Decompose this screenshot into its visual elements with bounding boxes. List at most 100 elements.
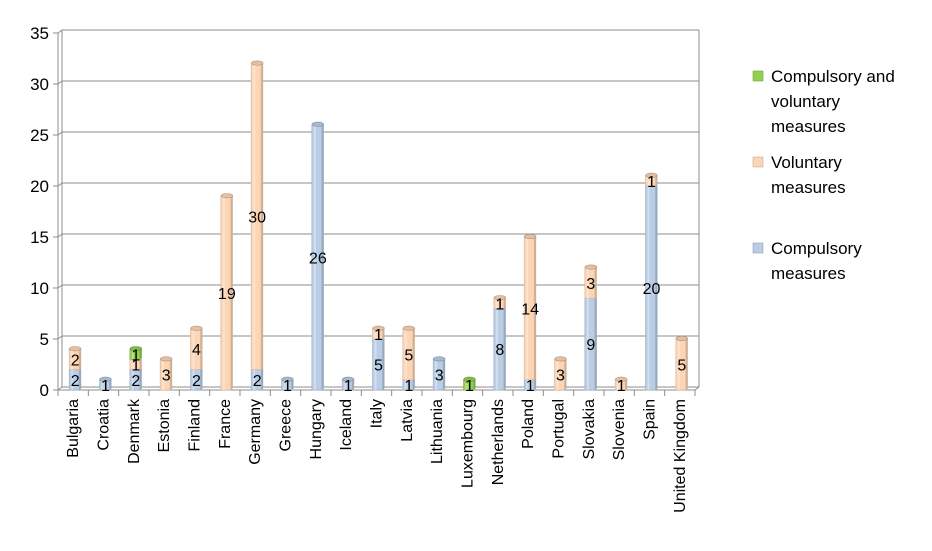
y-tick-label: 0 — [40, 381, 49, 400]
legend-label: measures — [771, 178, 846, 197]
gridline-wall — [57, 29, 63, 34]
data-label: 1 — [526, 378, 535, 395]
bar-highlight — [586, 267, 589, 299]
x-tick-label: Denmark — [126, 398, 143, 464]
bar-segment — [220, 193, 233, 391]
y-tick-label: 5 — [40, 330, 49, 349]
bar-highlight — [101, 379, 104, 390]
bar-highlight — [162, 359, 165, 390]
bar-highlight — [283, 379, 286, 390]
x-tick-label: Spain — [642, 399, 659, 440]
bar-side — [261, 368, 264, 390]
x-tick-label: Croatia — [96, 399, 113, 451]
bar-highlight — [192, 328, 195, 370]
data-label: 2 — [71, 373, 80, 390]
data-label: 1 — [131, 358, 140, 375]
data-label: 20 — [643, 281, 661, 298]
legend-swatch — [752, 70, 764, 82]
bar-cap — [433, 356, 446, 362]
bar-highlight — [495, 298, 498, 309]
bar-cap — [524, 234, 537, 240]
bar-highlight — [617, 379, 620, 390]
bar-side — [655, 184, 658, 390]
x-tick-label: Netherlands — [490, 399, 507, 485]
x-tick-label: Iceland — [338, 399, 355, 451]
legend-item: Compulsory and voluntary measures — [752, 67, 895, 136]
data-label: 9 — [586, 337, 595, 354]
x-tick-label: France — [217, 399, 234, 449]
bar-highlight — [374, 328, 377, 339]
bar-cap — [69, 346, 82, 352]
bar-cap — [99, 376, 112, 382]
bar-segment — [281, 376, 294, 391]
data-label: 19 — [218, 286, 236, 303]
gridline-wall — [57, 182, 63, 187]
bar-highlight — [465, 379, 468, 390]
data-label: 5 — [374, 358, 383, 375]
bar-highlight — [526, 237, 529, 380]
bar-highlight — [526, 379, 529, 390]
bar-side — [139, 368, 142, 390]
bar-segment — [159, 356, 173, 391]
data-label: 26 — [309, 250, 327, 267]
legend-item: Voluntary measures — [752, 153, 846, 197]
bar-side — [79, 347, 82, 370]
bar-segment — [675, 335, 688, 391]
bar-cap — [372, 325, 385, 331]
bar-side — [412, 378, 415, 390]
bar-side — [534, 235, 537, 380]
bar-side — [139, 357, 142, 370]
bar-segment — [402, 325, 415, 381]
data-label: 1 — [344, 378, 353, 395]
bar-side — [79, 368, 82, 390]
bar-cap — [615, 376, 628, 382]
bar-segment — [129, 368, 142, 391]
bar-side — [655, 174, 658, 186]
bar-highlight — [404, 328, 407, 380]
data-label: 2 — [131, 373, 140, 390]
bar-highlight — [131, 369, 134, 390]
bar-side — [503, 306, 506, 390]
bar-highlight — [374, 339, 377, 390]
y-tick-label: 35 — [30, 24, 49, 43]
data-label: 2 — [253, 373, 262, 390]
y-tick-label: 30 — [30, 75, 49, 94]
bar-cap — [463, 376, 476, 382]
bar-side — [503, 296, 506, 309]
bar-cap — [342, 376, 355, 382]
bar-segment — [614, 376, 628, 391]
bar-segment — [493, 295, 506, 309]
bar-segment — [584, 296, 597, 391]
x-tick-label: Slovakia — [581, 399, 598, 460]
data-label: 3 — [586, 276, 595, 293]
bar-highlight — [495, 308, 498, 390]
data-label: 2 — [192, 373, 201, 390]
floor-edge — [694, 386, 700, 391]
x-tick-label: Lithuania — [429, 399, 446, 464]
bar-side — [564, 357, 567, 390]
bar-highlight — [192, 369, 195, 390]
x-tick-label: Finland — [187, 399, 204, 451]
bar-side — [321, 123, 324, 391]
legend-label: Compulsory — [771, 239, 862, 258]
bar-side — [473, 378, 476, 390]
bar-side — [109, 378, 112, 390]
bar-highlight — [131, 349, 134, 360]
bar-highlight — [313, 124, 316, 391]
data-label: 1 — [617, 378, 626, 395]
gridline-wall — [57, 284, 63, 289]
bar-side — [200, 368, 203, 390]
bar-side — [594, 296, 597, 390]
bar-highlight — [404, 379, 407, 390]
gridline-wall — [57, 80, 63, 85]
bar-highlight — [253, 369, 256, 390]
bar-cap — [675, 335, 688, 341]
data-label: 5 — [677, 358, 686, 375]
bar-segment — [554, 356, 567, 391]
x-tick-label: Hungary — [308, 399, 325, 459]
bar-highlight — [435, 359, 438, 390]
bar-cap — [160, 356, 173, 362]
gridline-wall — [57, 131, 63, 136]
